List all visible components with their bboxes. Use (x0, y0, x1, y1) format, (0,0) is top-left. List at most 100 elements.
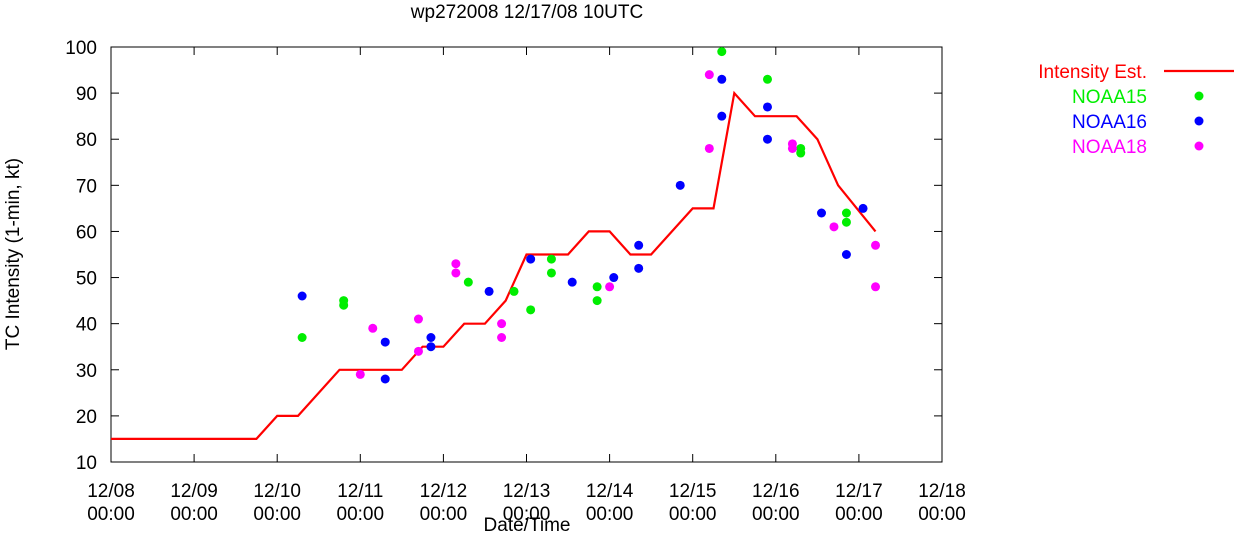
y-tick-label: 90 (76, 84, 97, 105)
x-tick-label-date: 12/08 (87, 481, 135, 502)
data-point (762, 102, 772, 112)
series-layer (111, 47, 881, 440)
x-tick-label-date: 12/09 (170, 481, 218, 502)
x-tick-label-time: 00:00 (669, 504, 717, 525)
x-axis: 12/0800:0012/0900:0012/1000:0012/1100:00… (87, 47, 966, 525)
data-point (841, 217, 851, 227)
x-tick-label-time: 00:00 (835, 504, 883, 525)
y-axis-label: TC Intensity (1-min, kt) (3, 158, 24, 350)
data-point (634, 240, 644, 250)
x-tick-label-date: 12/11 (337, 481, 383, 502)
x-tick-label-date: 12/13 (503, 481, 551, 502)
series-noaa18 (355, 70, 881, 379)
x-tick-label-time: 00:00 (586, 504, 634, 525)
data-point (841, 250, 851, 259)
x-tick-label-date: 12/14 (586, 481, 634, 502)
data-point (634, 263, 644, 273)
data-point (368, 323, 378, 333)
series-intensity-est (111, 90, 877, 440)
y-tick-label: 100 (65, 38, 97, 59)
data-point (675, 180, 685, 190)
data-point (413, 314, 423, 324)
data-point (339, 300, 349, 310)
data-point (787, 143, 797, 153)
data-point (829, 222, 839, 232)
data-point (546, 254, 556, 264)
data-point (497, 333, 507, 342)
data-point (546, 268, 556, 278)
data-point (413, 346, 423, 356)
data-point (796, 148, 806, 158)
data-point (717, 111, 727, 121)
series-noaa15 (297, 47, 851, 342)
x-tick-label-date: 12/18 (918, 481, 966, 502)
x-tick-label-time: 00:00 (170, 504, 218, 525)
x-tick-label-time: 00:00 (253, 504, 301, 525)
data-point (526, 254, 536, 264)
data-point (497, 319, 507, 329)
chart-title: wp272008 12/17/08 10UTC (410, 2, 643, 23)
legend-point-swatch (1194, 116, 1204, 126)
x-tick-label-time: 00:00 (752, 504, 800, 525)
data-point (762, 134, 772, 144)
y-tick-label: 50 (76, 269, 97, 290)
legend-label: Intensity Est. (1038, 62, 1147, 83)
intensity-line (111, 90, 877, 440)
data-point (463, 277, 473, 287)
data-point (380, 374, 390, 384)
data-point (426, 333, 436, 342)
x-axis-label: Date/Time (484, 515, 571, 533)
data-point (717, 74, 727, 84)
y-tick-label: 60 (76, 222, 97, 243)
data-point (762, 74, 772, 84)
y-tick-label: 10 (76, 453, 97, 474)
data-point (567, 277, 577, 287)
legend-label: NOAA18 (1072, 137, 1147, 158)
x-tick-label-time: 00:00 (87, 504, 135, 525)
x-tick-label-date: 12/12 (420, 481, 468, 502)
data-point (355, 369, 365, 379)
data-point (592, 282, 602, 292)
legend-point-swatch (1194, 141, 1204, 151)
x-tick-label-date: 12/16 (752, 481, 800, 502)
data-point (871, 240, 881, 250)
data-point (526, 305, 536, 315)
x-tick-label-time: 00:00 (503, 504, 551, 525)
x-tick-label-date: 12/17 (835, 481, 883, 502)
data-point (858, 203, 868, 213)
data-point (509, 286, 519, 296)
legend-label: NOAA16 (1072, 112, 1147, 133)
legend-label: NOAA15 (1072, 87, 1147, 108)
data-point (605, 282, 615, 292)
data-point (871, 282, 881, 292)
legend: Intensity Est. NOAA15 NOAA16 NOAA18 (1038, 62, 1234, 158)
x-tick-label-time: 00:00 (918, 504, 966, 525)
data-point (297, 333, 307, 342)
x-tick-label-time: 00:00 (420, 504, 468, 525)
y-tick-label: 80 (76, 130, 97, 151)
data-point (451, 268, 461, 278)
x-tick-label-date: 12/15 (669, 481, 717, 502)
y-tick-label: 20 (76, 407, 97, 428)
data-point (704, 143, 714, 153)
data-point (484, 286, 494, 296)
data-point (841, 208, 851, 218)
data-point (704, 70, 714, 80)
data-point (717, 47, 727, 57)
data-point (592, 296, 602, 306)
data-point (817, 208, 827, 218)
y-tick-label: 40 (76, 315, 97, 336)
legend-point-swatch (1194, 91, 1204, 101)
y-tick-label: 70 (76, 176, 97, 197)
x-tick-label-time: 00:00 (337, 504, 385, 525)
data-point (609, 273, 619, 283)
y-axis: 10 20 30 40 50 60 70 80 90 100 (65, 38, 942, 474)
data-point (426, 342, 436, 352)
data-point (451, 259, 461, 269)
x-tick-label-date: 12/10 (253, 481, 301, 502)
data-point (297, 291, 307, 301)
series-noaa16 (297, 74, 868, 384)
data-point (380, 337, 390, 347)
y-tick-label: 30 (76, 361, 97, 382)
